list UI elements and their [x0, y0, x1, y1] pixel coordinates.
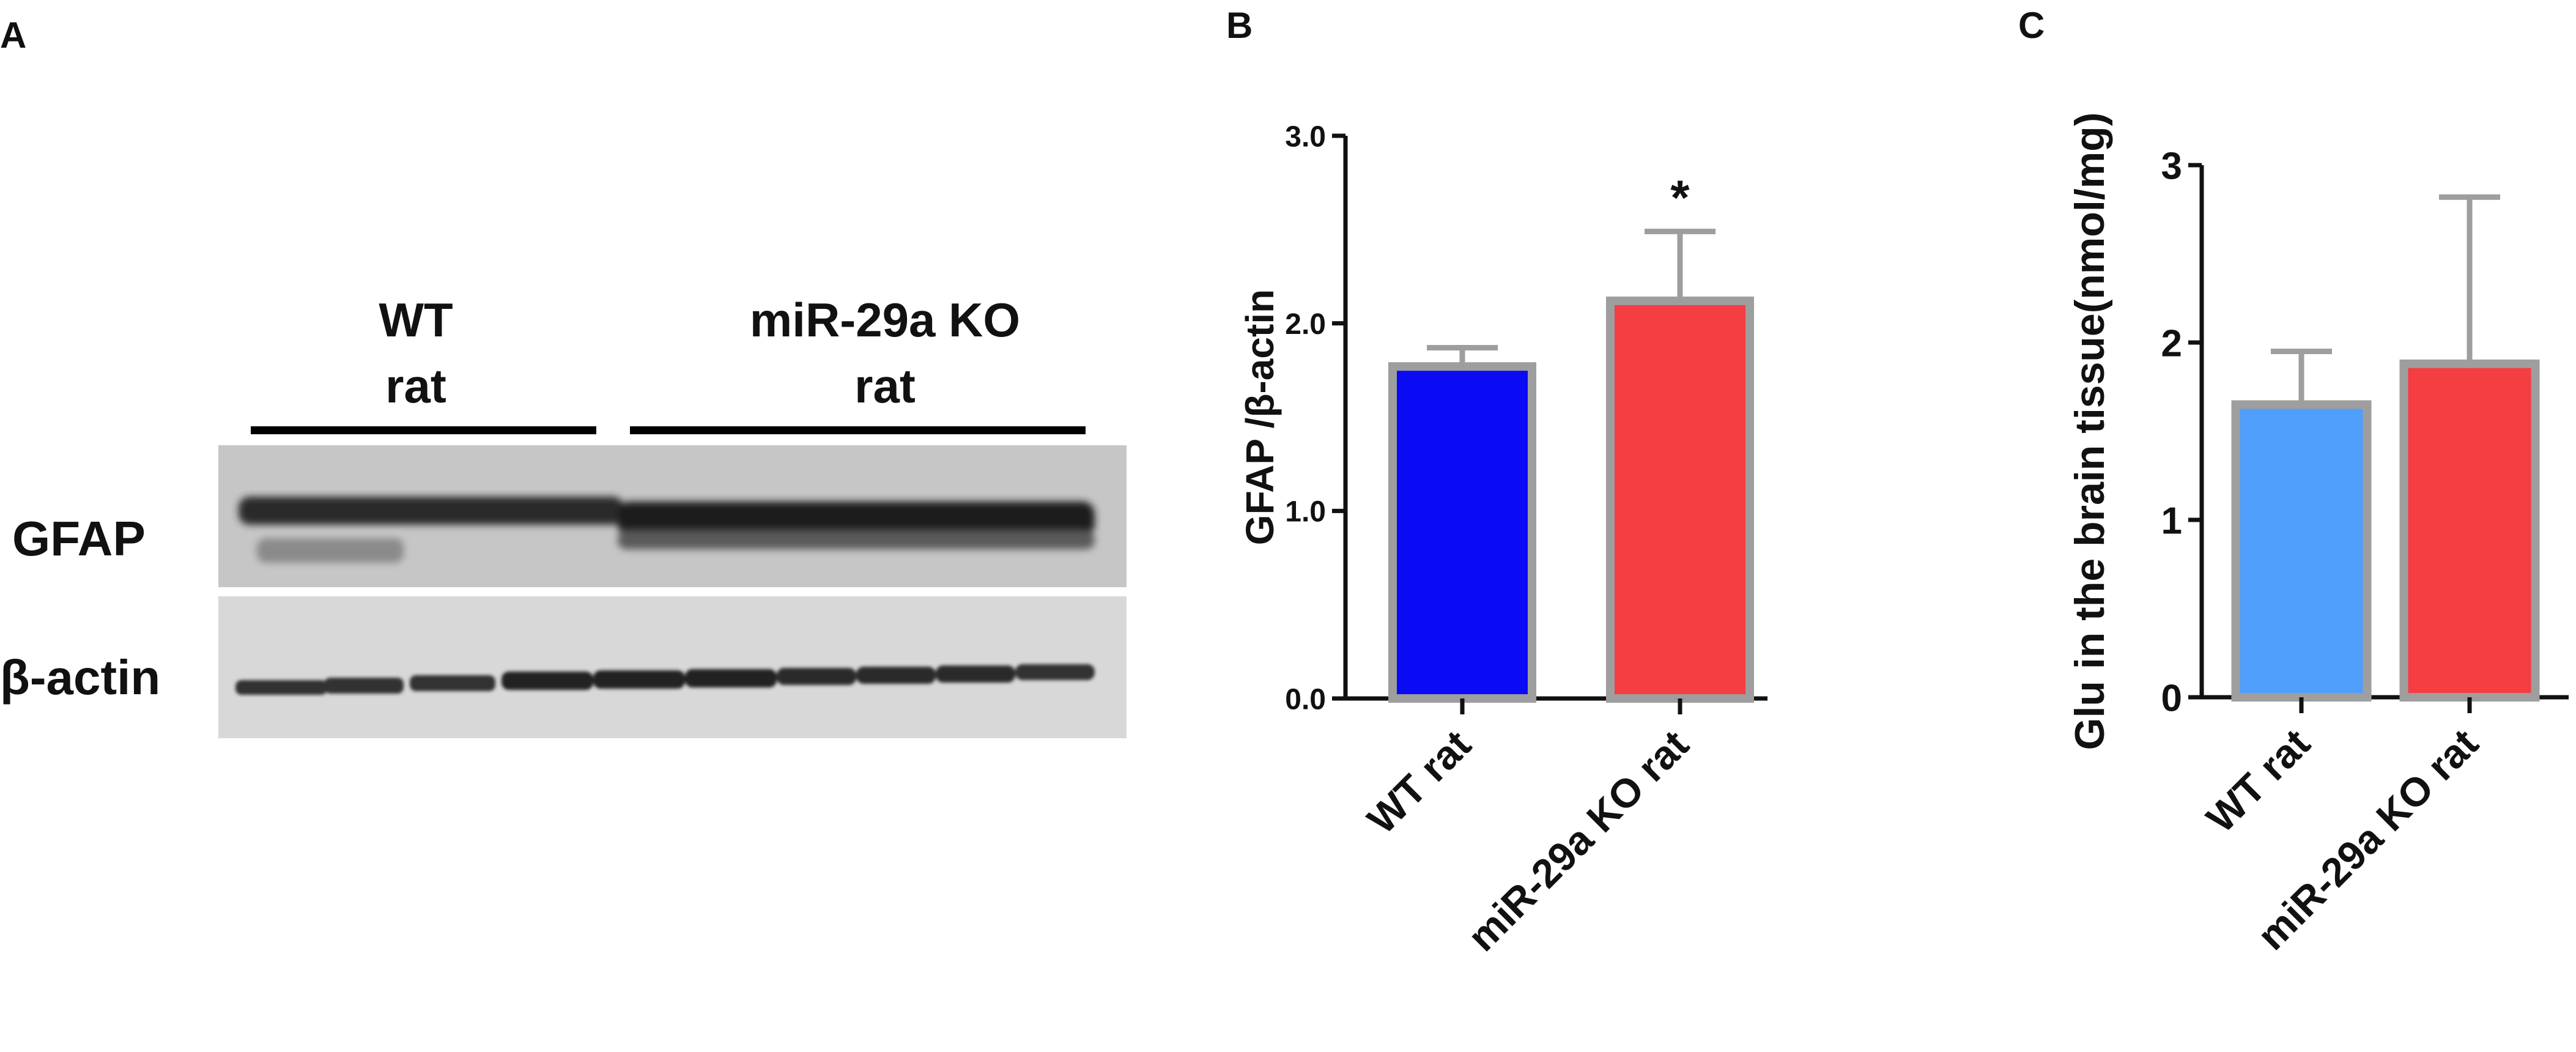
blot-gfap-bands — [239, 497, 1095, 563]
blot-group-ko-underline — [630, 426, 1086, 434]
bar — [2231, 400, 2372, 702]
panel-b-letter: B — [1226, 5, 1253, 46]
panel-a: A WT rat miR-29a KO rat GFAP β-actin — [0, 15, 1127, 738]
y-tick-label: 0.0 — [1285, 683, 1326, 716]
blot-group-wt-line1: WT — [379, 293, 453, 347]
blot-row-actin-label: β-actin — [0, 650, 160, 705]
panel-c-chart: C 0 1 2 3 Glu in the brain tissue(nmol/mg) WT… — [2018, 5, 2569, 958]
y-tick-label: 3.0 — [1285, 120, 1326, 153]
blot-group-ko-line2: rat — [854, 359, 916, 413]
panel-a-letter: A — [0, 15, 26, 56]
blot-group-wt-underline — [251, 426, 596, 434]
blot-group-ko-line1: miR-29a KO — [750, 293, 1020, 347]
x-tick-label: WT rat — [2197, 720, 2319, 842]
bar — [2399, 359, 2540, 702]
y-tick-label: 1.0 — [1285, 496, 1326, 528]
y-tick-label: 1 — [2161, 500, 2182, 542]
y-tick-label: 3 — [2161, 145, 2182, 187]
x-tick-label: WT rat — [1358, 722, 1479, 843]
x-tick-label: miR-29a KO rat — [1459, 722, 1697, 960]
significance-mark: * — [1670, 170, 1690, 224]
y-axis-label: GFAP /β-actin — [1238, 289, 1282, 545]
blot-actin-bands — [235, 664, 1095, 695]
y-tick-label: 0 — [2161, 677, 2182, 719]
blot-row-gfap-label: GFAP — [12, 511, 146, 566]
y-axis-label: Glu in the brain tissue(nmol/mg) — [2067, 113, 2113, 750]
panel-b-chart: B 0.0 1.0 2.0 3.0 GFAP /β-actin WT ratmiR-29a… — [1226, 5, 1767, 960]
bar — [1388, 362, 1536, 703]
y-tick-label: 2 — [2161, 322, 2182, 365]
blot-group-wt-line2: rat — [385, 359, 446, 413]
y-tick-label: 2.0 — [1285, 308, 1326, 341]
panel-c-letter: C — [2018, 5, 2045, 46]
bar — [1606, 296, 1754, 703]
